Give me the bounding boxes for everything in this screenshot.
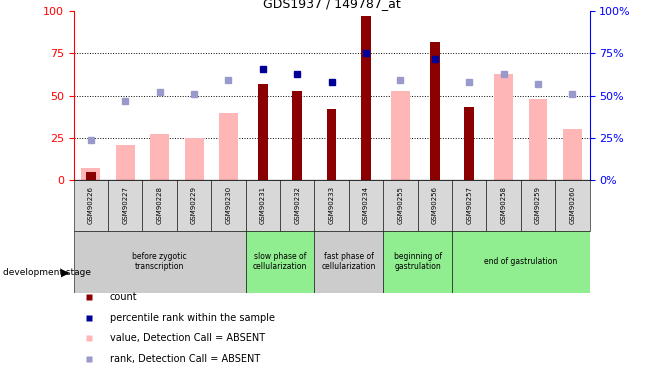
- Text: before zygotic
transcription: before zygotic transcription: [133, 252, 187, 271]
- Bar: [464, 107, 474, 180]
- Text: count: count: [110, 292, 137, 302]
- Text: GSM90232: GSM90232: [294, 186, 300, 224]
- Bar: [486, 180, 521, 231]
- Bar: [383, 180, 417, 231]
- Text: GSM90255: GSM90255: [397, 186, 403, 224]
- Text: GSM90256: GSM90256: [432, 186, 438, 224]
- Bar: [211, 180, 246, 231]
- Bar: [314, 180, 349, 231]
- Bar: [383, 231, 452, 292]
- Text: GSM90229: GSM90229: [191, 186, 197, 224]
- Text: value, Detection Call = ABSENT: value, Detection Call = ABSENT: [110, 333, 265, 343]
- Text: GSM90228: GSM90228: [157, 186, 163, 224]
- Text: GSM90233: GSM90233: [329, 186, 334, 224]
- Bar: [327, 109, 336, 180]
- Bar: [246, 231, 314, 292]
- Title: GDS1937 / 149787_at: GDS1937 / 149787_at: [263, 0, 401, 10]
- Bar: [74, 231, 246, 292]
- Bar: [185, 138, 204, 180]
- Bar: [391, 91, 410, 180]
- Bar: [555, 180, 590, 231]
- Bar: [292, 91, 302, 180]
- Bar: [82, 168, 100, 180]
- Text: GSM90231: GSM90231: [260, 186, 266, 224]
- Bar: [452, 180, 486, 231]
- Text: slow phase of
cellularization: slow phase of cellularization: [253, 252, 308, 271]
- Bar: [86, 172, 96, 180]
- Bar: [529, 99, 547, 180]
- Bar: [452, 231, 590, 292]
- Text: GSM90234: GSM90234: [363, 186, 369, 224]
- Text: development stage: development stage: [3, 268, 91, 277]
- Bar: [494, 74, 513, 180]
- Text: end of gastrulation: end of gastrulation: [484, 257, 557, 266]
- Text: fast phase of
cellularization: fast phase of cellularization: [322, 252, 376, 271]
- Bar: [430, 42, 440, 180]
- Bar: [258, 84, 268, 180]
- Text: rank, Detection Call = ABSENT: rank, Detection Call = ABSENT: [110, 354, 260, 364]
- Bar: [108, 180, 143, 231]
- Text: GSM90230: GSM90230: [226, 186, 231, 224]
- Bar: [417, 180, 452, 231]
- Text: GSM90260: GSM90260: [570, 186, 576, 224]
- Bar: [521, 180, 555, 231]
- Bar: [143, 180, 177, 231]
- Text: ▶: ▶: [62, 267, 70, 277]
- Text: GSM90258: GSM90258: [500, 186, 507, 224]
- Bar: [219, 112, 238, 180]
- Text: GSM90257: GSM90257: [466, 186, 472, 224]
- Text: GSM90259: GSM90259: [535, 186, 541, 224]
- Bar: [177, 180, 211, 231]
- Bar: [349, 180, 383, 231]
- Bar: [563, 129, 582, 180]
- Text: GSM90226: GSM90226: [88, 186, 94, 224]
- Bar: [246, 180, 280, 231]
- Text: percentile rank within the sample: percentile rank within the sample: [110, 313, 275, 322]
- Bar: [361, 16, 371, 180]
- Bar: [150, 135, 169, 180]
- Text: beginning of
gastrulation: beginning of gastrulation: [393, 252, 442, 271]
- Bar: [314, 231, 383, 292]
- Bar: [116, 145, 135, 180]
- Bar: [280, 180, 314, 231]
- Bar: [74, 180, 108, 231]
- Text: GSM90227: GSM90227: [123, 186, 128, 224]
